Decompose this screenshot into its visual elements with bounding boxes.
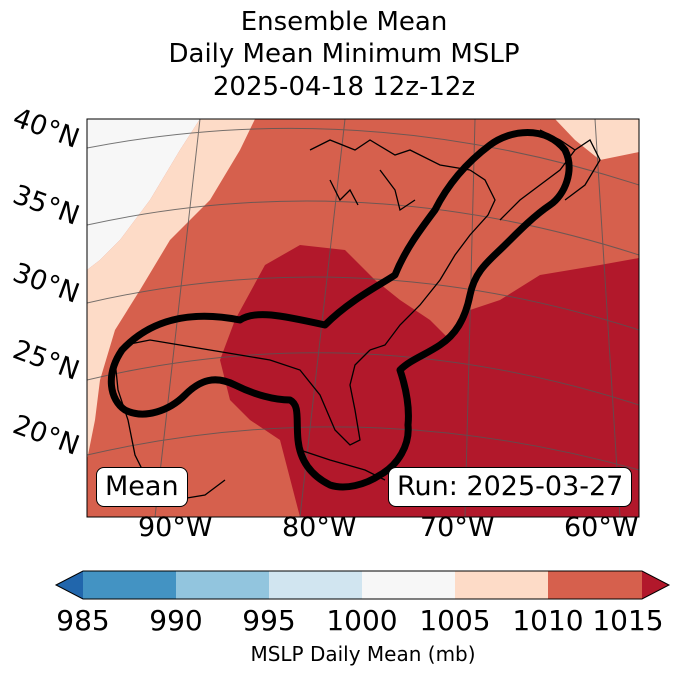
field-1005-1010-northeast xyxy=(555,119,639,160)
cb-tick-1000: 1000 xyxy=(326,604,398,637)
lon-label-90w: 90°W xyxy=(138,512,213,543)
run-date-box: Run: 2025-03-27 xyxy=(388,467,633,507)
cb-tick-990: 990 xyxy=(149,604,203,637)
cb-tick-995: 995 xyxy=(242,604,296,637)
title-line-3: 2025-04-18 12z-12z xyxy=(212,72,476,102)
title-line-1: Ensemble Mean xyxy=(240,7,448,37)
colorbar-segment xyxy=(83,571,176,599)
lon-label-60w: 60°W xyxy=(564,512,639,543)
colorbar-extend-high xyxy=(642,571,669,599)
cb-tick-985: 985 xyxy=(56,604,110,637)
lon-label-70w: 70°W xyxy=(420,512,495,543)
cb-tick-1010: 1010 xyxy=(512,604,584,637)
colorbar-extend-low xyxy=(56,571,83,599)
colorbar xyxy=(54,570,671,600)
coastlines xyxy=(114,129,601,501)
field-1015-plus xyxy=(220,245,639,517)
lon-label-80w: 80°W xyxy=(282,512,357,543)
cb-tick-1005: 1005 xyxy=(419,604,491,637)
colorbar-segment xyxy=(269,571,362,599)
mean-label-box: Mean xyxy=(96,467,188,507)
colorbar-segment xyxy=(548,571,642,599)
colorbar-segments xyxy=(83,571,642,599)
colorbar-segment xyxy=(455,571,548,599)
colorbar-outline xyxy=(54,570,671,600)
graticule xyxy=(87,119,639,517)
map-panel xyxy=(87,119,639,517)
cb-tick-1015: 1015 xyxy=(592,604,664,637)
field-1000-1005 xyxy=(87,119,200,270)
colorbar-label: MSLP Daily Mean (mb) xyxy=(250,642,476,666)
colorbar-segment xyxy=(176,571,269,599)
map-frame xyxy=(86,118,640,518)
colorbar-segment xyxy=(362,571,455,599)
highlight-contour xyxy=(107,129,573,491)
field-1005-1010-west xyxy=(87,119,255,460)
title-line-2: Daily Mean Minimum MSLP xyxy=(168,39,520,69)
